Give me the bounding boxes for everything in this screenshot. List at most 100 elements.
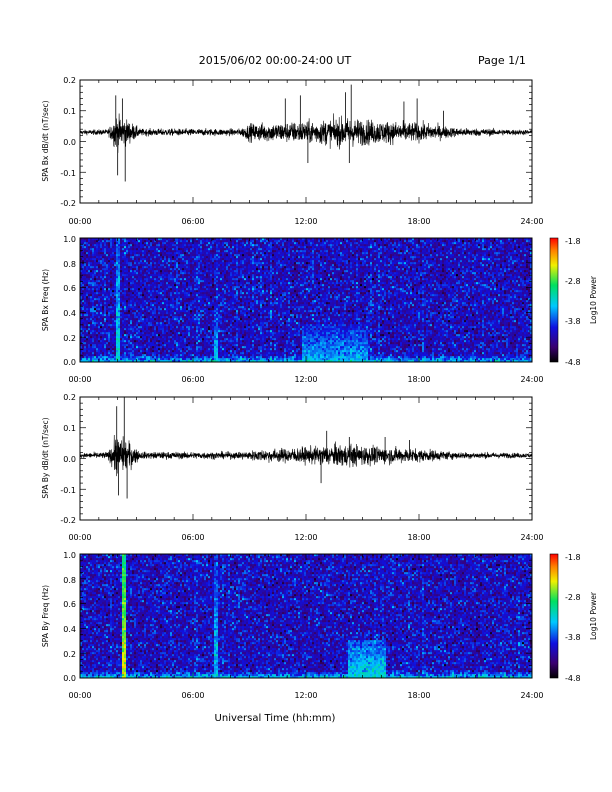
spectrogram-cell <box>122 276 124 278</box>
spectrogram-cell <box>100 314 102 316</box>
spectrogram-cell <box>130 262 132 264</box>
spectrogram-cell <box>86 240 88 242</box>
spectrogram-cell <box>126 258 128 260</box>
spectrogram-cell <box>124 302 126 304</box>
spectrogram-cell <box>120 262 122 264</box>
spectrogram-cell <box>96 262 98 264</box>
spectrogram-cell <box>94 348 96 350</box>
spectrogram-cell <box>124 316 126 318</box>
spectrogram-cell <box>96 322 98 324</box>
spectrogram-cell <box>102 256 104 258</box>
spectrogram-cell <box>94 282 96 284</box>
spectrogram-cell <box>102 350 104 352</box>
spectrogram-cell <box>86 242 88 244</box>
spectrogram-cell <box>84 292 86 294</box>
spectrogram-cell <box>98 300 100 302</box>
spectrogram-cell <box>132 350 134 352</box>
spectrogram-cell <box>130 350 132 352</box>
spectrogram-cell <box>86 266 88 268</box>
spectrogram-cell <box>92 264 94 266</box>
spectrogram-cell <box>122 310 124 312</box>
spectrogram-cell <box>136 322 138 324</box>
spectrogram-cell <box>130 290 132 292</box>
spectrogram-cell <box>128 280 130 282</box>
spectrogram-cell <box>82 290 84 292</box>
spectrogram-cell <box>118 260 120 262</box>
spectrogram-cell <box>136 342 138 344</box>
spectrogram-cell <box>138 316 140 318</box>
spectrogram-cell <box>116 254 118 256</box>
spectrogram-cell <box>128 242 130 244</box>
spectrogram-cell <box>102 312 104 314</box>
spectrogram-cell <box>110 268 112 270</box>
spectrogram-cell <box>124 344 126 346</box>
spectrogram-cell <box>118 262 120 264</box>
spectrogram-cell <box>100 306 102 308</box>
spectrogram-cell <box>110 244 112 246</box>
spectrogram-cell <box>90 272 92 274</box>
spectrogram-cell <box>102 250 104 252</box>
spectrogram-cell <box>114 356 116 358</box>
spectrogram-cell <box>136 318 138 320</box>
spectrogram-cell <box>126 356 128 358</box>
spectrogram-cell <box>100 294 102 296</box>
spectrogram-cell <box>134 254 136 256</box>
spectrogram-cell <box>132 258 134 260</box>
spectrogram-cell <box>92 242 94 244</box>
spectrogram-cell <box>112 330 114 332</box>
spectrogram-cell <box>84 304 86 306</box>
spectrogram-cell <box>108 314 110 316</box>
spectrogram-cell <box>96 304 98 306</box>
spectrogram-cell <box>88 248 90 250</box>
spectrogram-cell <box>132 306 134 308</box>
spectrogram-cell <box>130 256 132 258</box>
spectrogram-cell <box>96 276 98 278</box>
spectrogram-cell <box>122 328 124 330</box>
spectrogram-cell <box>134 310 136 312</box>
spectrogram-cell <box>126 320 128 322</box>
spectrogram-cell <box>98 318 100 320</box>
spectrogram-cell <box>86 280 88 282</box>
spectrogram-cell <box>116 272 118 274</box>
spectrogram-cell <box>122 270 124 272</box>
spectrogram-cell <box>126 350 128 352</box>
spectrogram-cell <box>102 296 104 298</box>
spectrogram-cell <box>130 250 132 252</box>
spectrogram-cell <box>138 324 140 326</box>
spectrogram-cell <box>90 300 92 302</box>
spectrogram-cell <box>116 276 118 278</box>
spectrogram-cell <box>112 276 114 278</box>
spectrogram-cell <box>86 358 88 360</box>
spectrogram-cell <box>116 262 118 264</box>
spectrogram-cell <box>100 250 102 252</box>
spectrogram-cell <box>110 262 112 264</box>
spectrogram-cell <box>124 326 126 328</box>
spectrogram-cell <box>112 316 114 318</box>
spectrogram-cell <box>134 358 136 360</box>
spectrogram-cell <box>120 352 122 354</box>
spectrogram-cell <box>84 354 86 356</box>
spectrogram-cell <box>138 312 140 314</box>
spectrogram-cell <box>132 240 134 242</box>
spectrogram-cell <box>104 280 106 282</box>
spectrogram-cell <box>110 258 112 260</box>
spectrogram-cell <box>110 312 112 314</box>
spectrogram-cell <box>106 342 108 344</box>
spectrogram-cell <box>104 336 106 338</box>
spectrogram-cell <box>106 294 108 296</box>
spectrogram-cell <box>102 300 104 302</box>
spectrogram-cell <box>134 340 136 342</box>
spectrogram-cell <box>106 300 108 302</box>
spectrogram-cell <box>134 294 136 296</box>
spectrogram-cell <box>106 264 108 266</box>
spectrogram-cell <box>90 250 92 252</box>
spectrogram-cell <box>92 282 94 284</box>
spectrogram-cell <box>88 354 90 356</box>
spectrogram-cell <box>126 332 128 334</box>
spectrogram-cell <box>128 334 130 336</box>
spectrogram-cell <box>130 308 132 310</box>
spectrogram-cell <box>88 350 90 352</box>
spectrogram-cell <box>108 340 110 342</box>
spectrogram-cell <box>136 330 138 332</box>
spectrogram-cell <box>88 358 90 360</box>
